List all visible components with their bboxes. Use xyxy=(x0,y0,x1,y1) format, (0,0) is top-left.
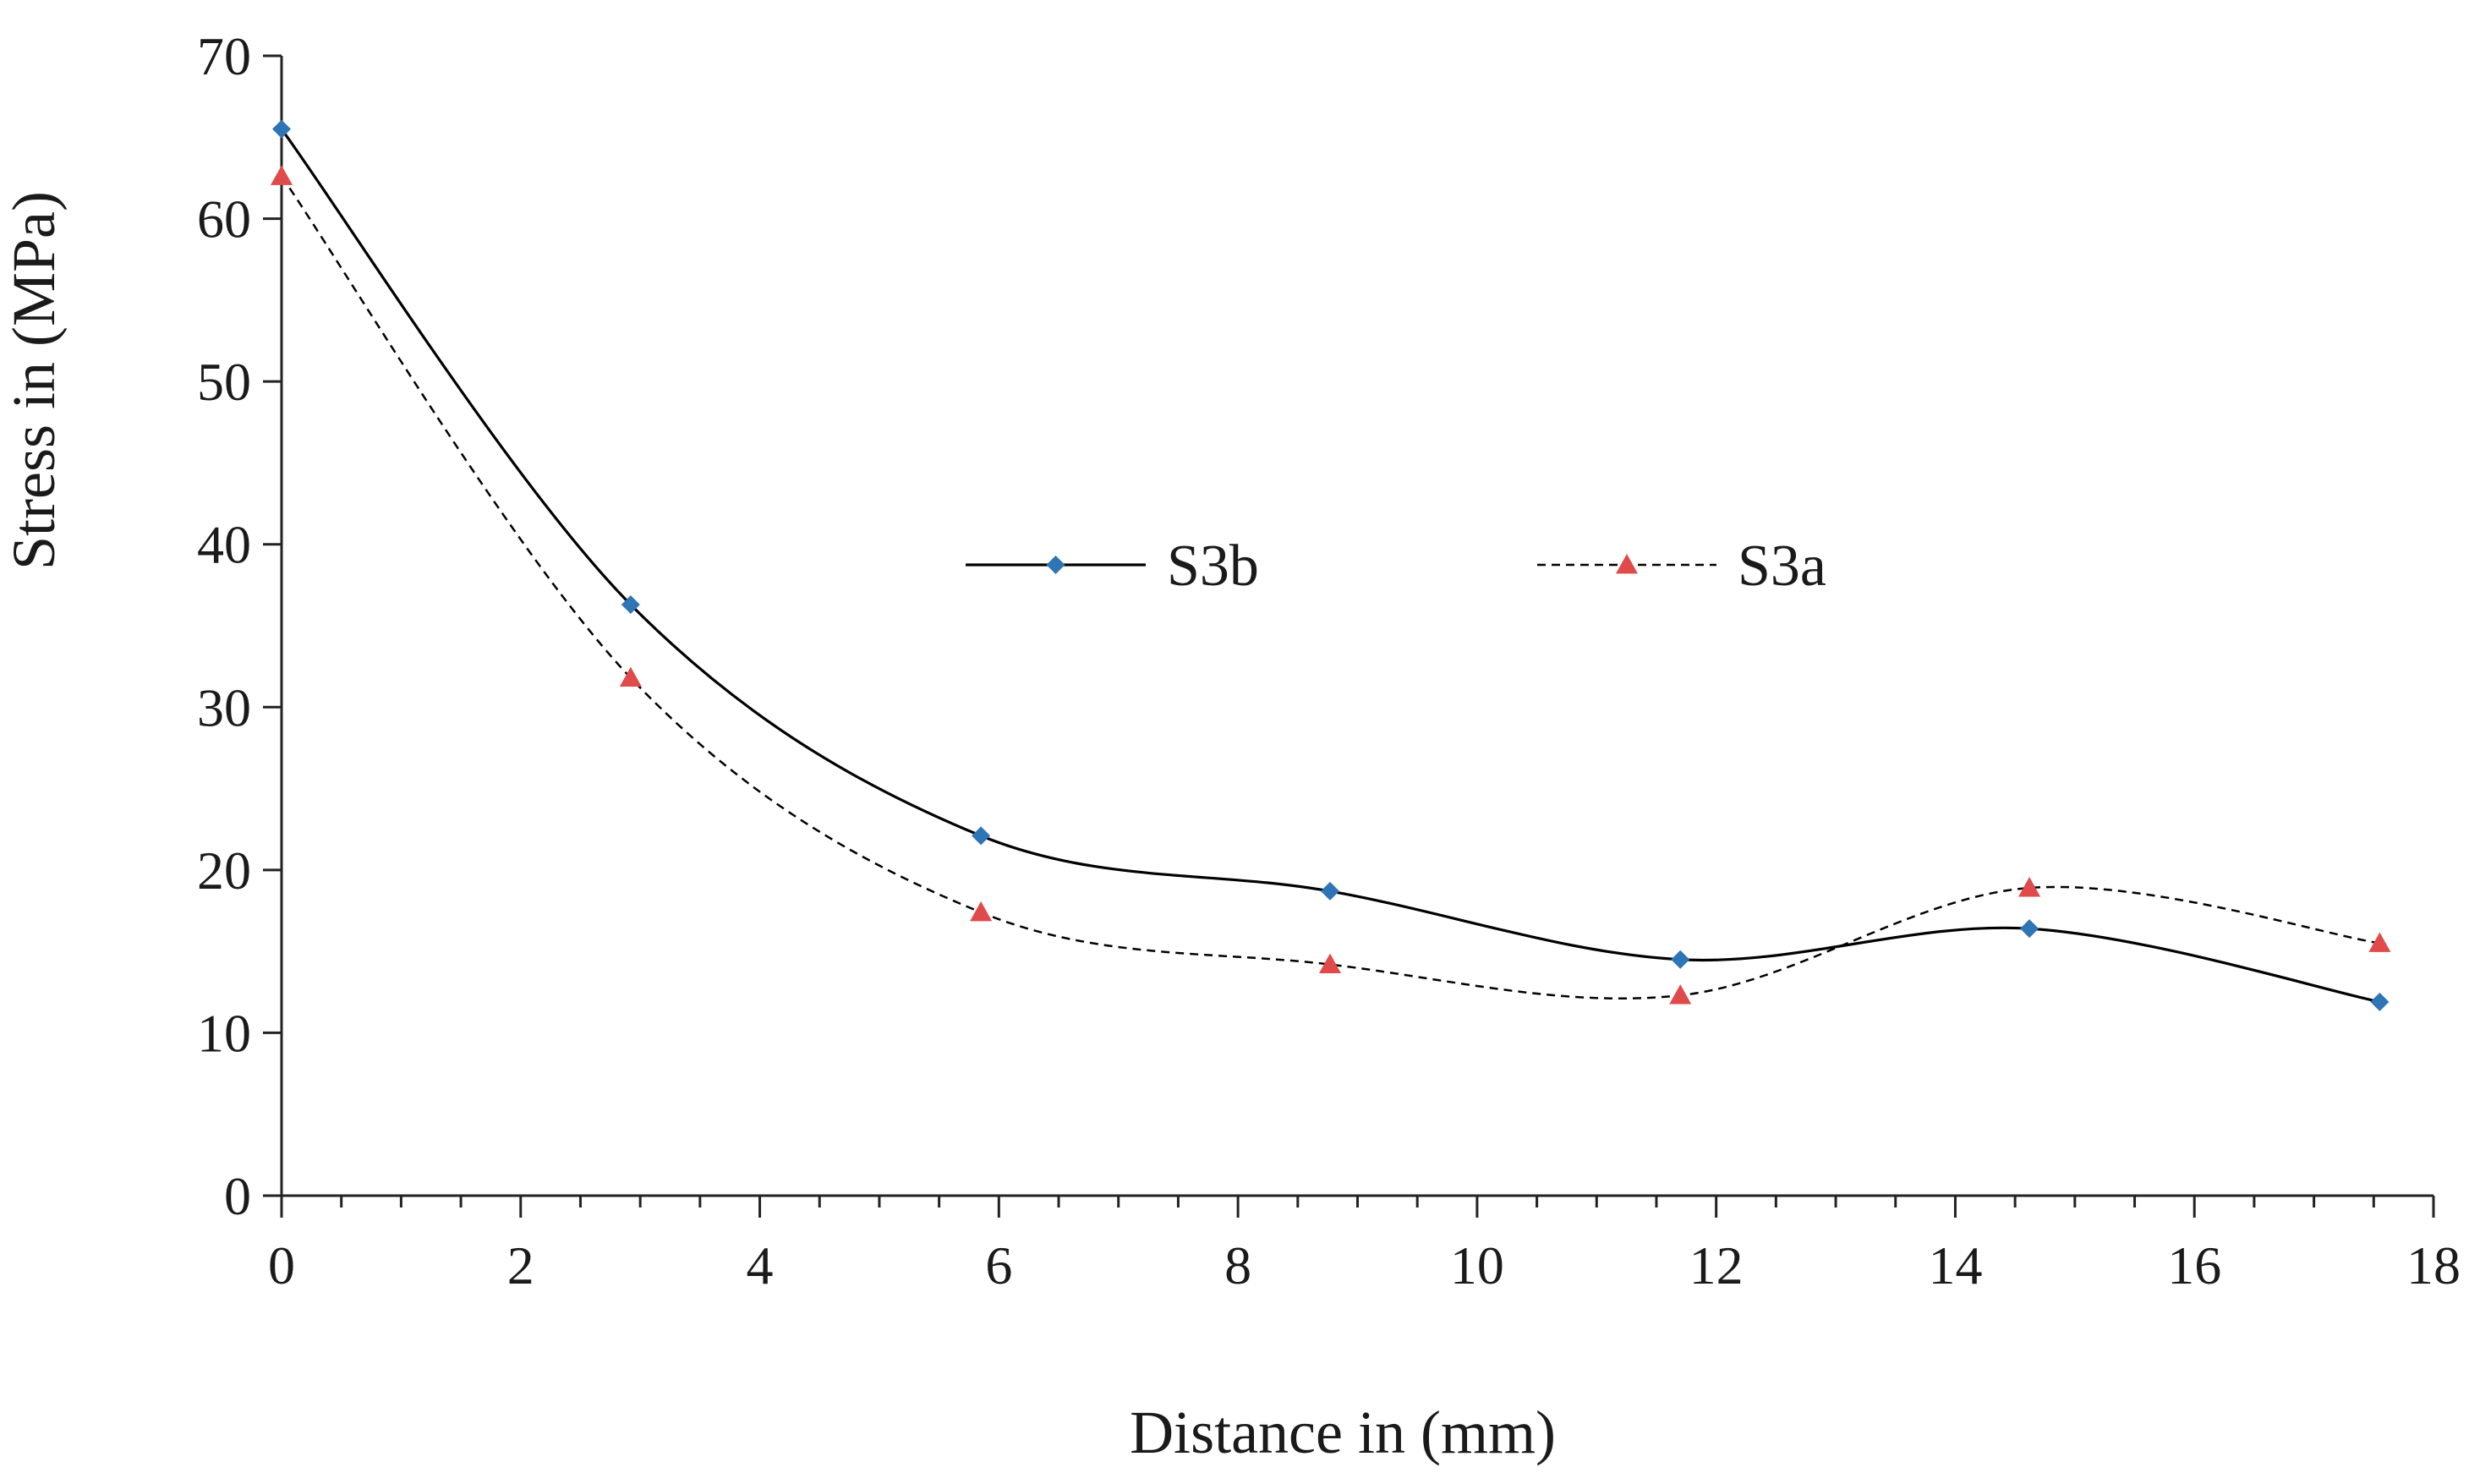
y-tick-label: 70 xyxy=(197,26,251,86)
y-tick-label: 10 xyxy=(197,1003,251,1063)
data-point-s3a xyxy=(1669,984,1692,1005)
legend-entry-s3a: S3a xyxy=(1537,534,1826,599)
x-axis-title: Distance in (mm) xyxy=(1130,1399,1556,1466)
data-point-s3b xyxy=(621,594,640,614)
y-tick-label: 30 xyxy=(197,677,251,737)
x-tick-label: 12 xyxy=(1689,1235,1744,1295)
legend: S3b S3a xyxy=(966,534,1826,599)
y-tick-label: 0 xyxy=(224,1166,251,1226)
legend-label-s3a: S3a xyxy=(1738,534,1826,599)
data-point-s3a xyxy=(2368,932,2391,952)
legend-marker-s3b xyxy=(1046,556,1065,574)
data-point-s3a xyxy=(1318,953,1341,973)
data-point-s3b xyxy=(2020,919,2039,939)
data-point-s3a xyxy=(2018,877,2041,897)
x-tick-label: 6 xyxy=(985,1235,1012,1295)
data-point-s3a xyxy=(271,165,293,185)
series-s3a xyxy=(271,165,2391,1005)
data-point-s3b xyxy=(2370,992,2390,1011)
series-line-s3b xyxy=(280,128,2380,1004)
y-tick-label: 60 xyxy=(197,189,251,249)
data-point-s3b xyxy=(972,826,991,846)
x-tick-label: 14 xyxy=(1928,1235,1982,1295)
y-axis-title: Stress in (MPa) xyxy=(0,191,68,570)
x-tick-label: 2 xyxy=(507,1235,534,1295)
x-tick-label: 4 xyxy=(747,1235,774,1295)
data-point-s3a xyxy=(970,901,993,922)
series-line-s3a xyxy=(280,175,2380,1000)
x-tick-label: 16 xyxy=(2167,1235,2221,1295)
y-tick-label: 50 xyxy=(197,352,251,412)
x-tick-label: 8 xyxy=(1224,1235,1251,1295)
legend-marker-s3a xyxy=(1616,554,1638,574)
x-tick-label: 10 xyxy=(1450,1235,1504,1295)
legend-label-s3b: S3b xyxy=(1167,534,1259,599)
x-tick-label: 18 xyxy=(2406,1235,2461,1295)
data-point-s3b xyxy=(1671,950,1690,969)
series-layer xyxy=(271,119,2391,1011)
y-tick-label: 20 xyxy=(197,841,251,901)
data-point-s3b xyxy=(1320,881,1339,901)
x-tick-label: 0 xyxy=(268,1235,295,1295)
data-point-s3a xyxy=(619,666,642,687)
axes: 0 10 20 30 40 50 60 70 0 2 4 6 8 10 12 14 16 18 xyxy=(197,26,2461,1295)
data-point-s3b xyxy=(272,119,291,139)
legend-entry-s3b: S3b xyxy=(966,534,1259,599)
series-s3b xyxy=(272,119,2390,1011)
y-tick-label: 40 xyxy=(197,515,251,575)
